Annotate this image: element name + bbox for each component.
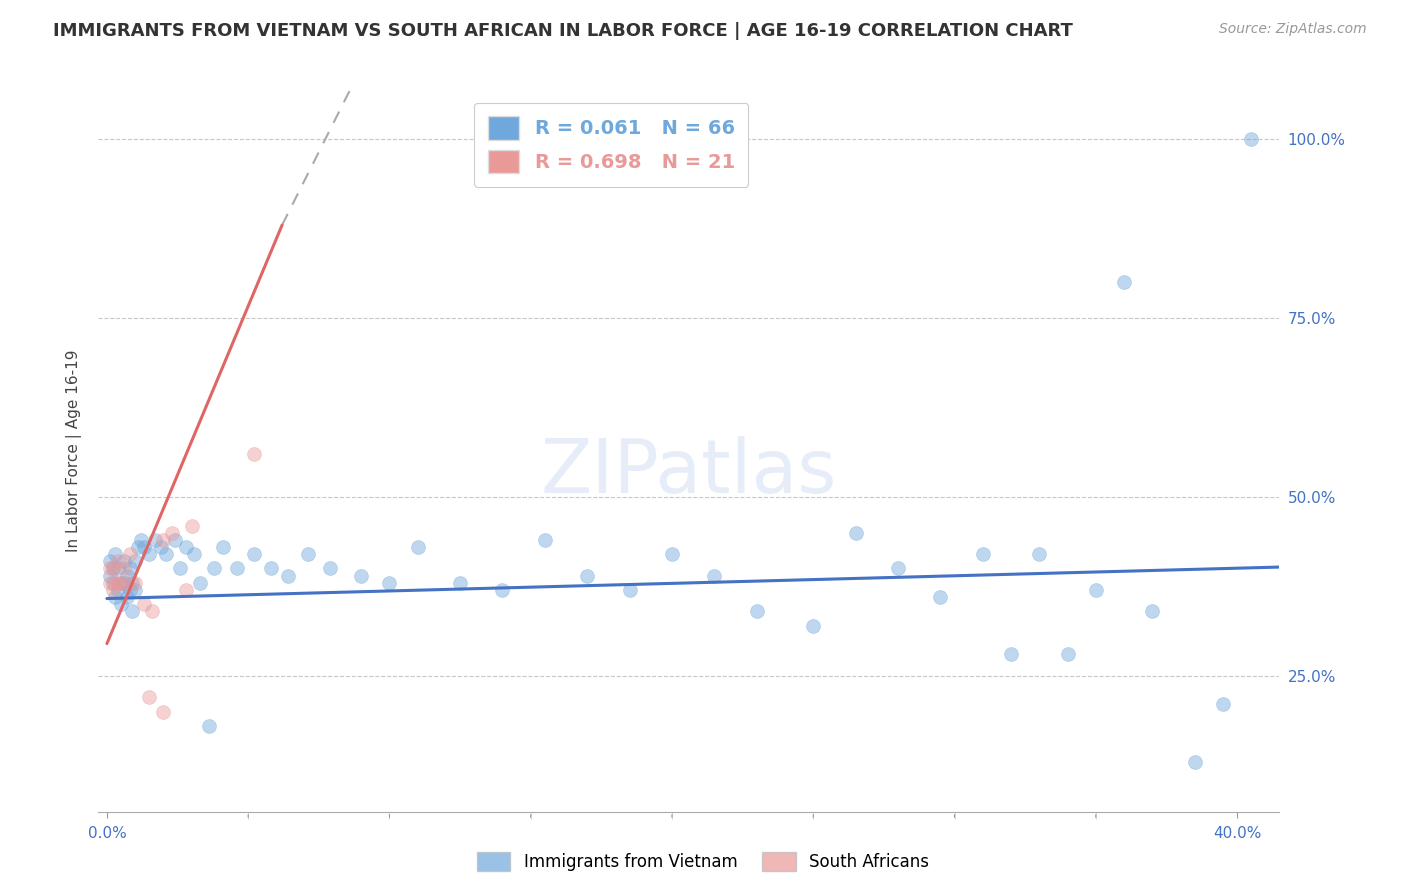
Point	[174, 582, 197, 597]
Point	[174, 540, 197, 554]
Point	[350, 568, 373, 582]
Legend: R = 0.061   N = 66, R = 0.698   N = 21: R = 0.061 N = 66, R = 0.698 N = 21	[474, 103, 748, 187]
Point	[112, 575, 135, 590]
Point	[98, 568, 121, 582]
Point	[169, 561, 191, 575]
Point	[887, 561, 910, 575]
Point	[152, 533, 174, 547]
Point	[297, 547, 319, 561]
Point	[1056, 648, 1078, 662]
Point	[260, 561, 283, 575]
Point	[143, 533, 166, 547]
Point	[127, 540, 149, 554]
Point	[1240, 132, 1263, 146]
Point	[745, 604, 768, 618]
Point	[112, 554, 135, 568]
Point	[801, 618, 824, 632]
Point	[845, 525, 868, 540]
Point	[110, 575, 132, 590]
Point	[138, 690, 160, 705]
Point	[197, 719, 219, 733]
Point	[98, 561, 121, 575]
Point	[101, 561, 124, 575]
Point	[534, 533, 557, 547]
Text: ZIPatlas: ZIPatlas	[541, 435, 837, 508]
Point	[115, 568, 138, 582]
Point	[155, 547, 177, 561]
Point	[115, 575, 138, 590]
Point	[183, 547, 205, 561]
Point	[107, 582, 129, 597]
Point	[1084, 582, 1107, 597]
Y-axis label: In Labor Force | Age 16-19: In Labor Force | Age 16-19	[66, 349, 83, 552]
Point	[132, 540, 155, 554]
Point	[115, 590, 138, 604]
Text: Source: ZipAtlas.com: Source: ZipAtlas.com	[1219, 22, 1367, 37]
Point	[124, 575, 146, 590]
Point	[202, 561, 225, 575]
Point	[225, 561, 247, 575]
Point	[107, 561, 129, 575]
Text: IMMIGRANTS FROM VIETNAM VS SOUTH AFRICAN IN LABOR FORCE | AGE 16-19 CORRELATION : IMMIGRANTS FROM VIETNAM VS SOUTH AFRICAN…	[53, 22, 1073, 40]
Point	[129, 533, 152, 547]
Point	[107, 575, 129, 590]
Point	[101, 575, 124, 590]
Point	[703, 568, 725, 582]
Point	[929, 590, 952, 604]
Point	[101, 582, 124, 597]
Point	[149, 540, 172, 554]
Point	[243, 447, 266, 461]
Point	[118, 582, 141, 597]
Point	[972, 547, 994, 561]
Point	[1028, 547, 1050, 561]
Point	[101, 561, 124, 575]
Point	[277, 568, 299, 582]
Point	[124, 554, 146, 568]
Point	[121, 604, 143, 618]
Point	[491, 582, 513, 597]
Point	[180, 518, 202, 533]
Point	[112, 561, 135, 575]
Point	[243, 547, 266, 561]
Point	[1142, 604, 1164, 618]
Point	[98, 554, 121, 568]
Point	[1112, 276, 1135, 290]
Point	[118, 547, 141, 561]
Point	[319, 561, 342, 575]
Point	[107, 554, 129, 568]
Point	[124, 582, 146, 597]
Point	[110, 597, 132, 611]
Point	[110, 575, 132, 590]
Point	[1000, 648, 1022, 662]
Point	[211, 540, 233, 554]
Point	[1212, 698, 1234, 712]
Point	[121, 575, 143, 590]
Point	[118, 561, 141, 575]
Point	[138, 547, 160, 561]
Point	[163, 533, 186, 547]
Point	[152, 705, 174, 719]
Point	[104, 575, 127, 590]
Point	[188, 575, 211, 590]
Point	[378, 575, 401, 590]
Point	[132, 597, 155, 611]
Point	[98, 575, 121, 590]
Point	[661, 547, 683, 561]
Point	[406, 540, 429, 554]
Point	[449, 575, 471, 590]
Point	[141, 604, 163, 618]
Point	[576, 568, 599, 582]
Point	[104, 590, 127, 604]
Point	[104, 547, 127, 561]
Legend: Immigrants from Vietnam, South Africans: Immigrants from Vietnam, South Africans	[468, 843, 938, 880]
Point	[1184, 755, 1206, 769]
Point	[160, 525, 183, 540]
Point	[619, 582, 641, 597]
